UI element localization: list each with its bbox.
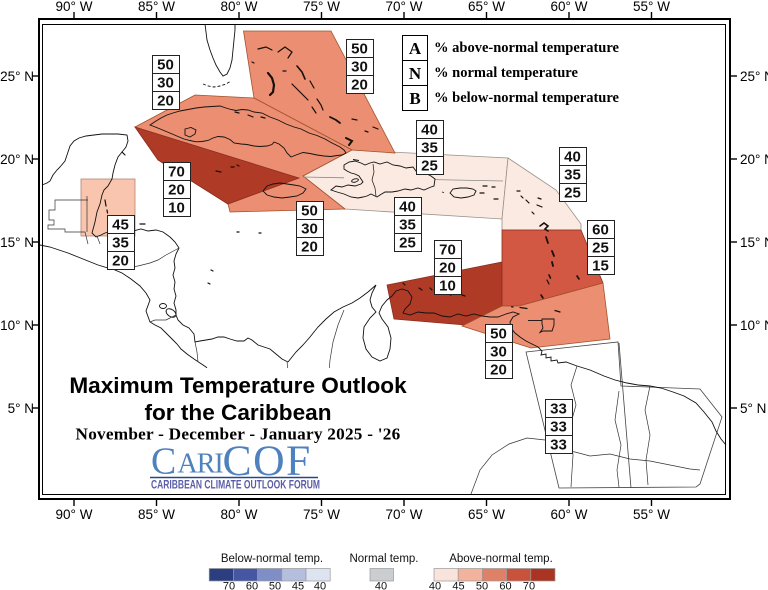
svg-text:20: 20 (157, 93, 174, 110)
svg-text:Below-normal temp.: Below-normal temp. (221, 553, 323, 565)
svg-text:25° N: 25° N (740, 69, 768, 84)
svg-text:B: B (409, 89, 420, 108)
svg-text:70: 70 (523, 581, 535, 590)
svg-text:40: 40 (314, 581, 326, 590)
svg-text:45: 45 (292, 581, 304, 590)
svg-text:35: 35 (564, 167, 581, 184)
svg-text:35: 35 (112, 235, 129, 252)
svg-text:40: 40 (399, 199, 416, 216)
svg-text:Above-normal temp.: Above-normal temp. (449, 553, 553, 565)
svg-text:45: 45 (452, 581, 464, 590)
svg-text:25: 25 (399, 235, 416, 252)
svg-text:65° W: 65° W (468, 507, 505, 522)
svg-text:35: 35 (421, 140, 438, 157)
svg-text:40: 40 (564, 149, 581, 166)
svg-text:20° N: 20° N (740, 152, 768, 167)
svg-text:20° N: 20° N (0, 152, 34, 167)
svg-text:80° W: 80° W (221, 0, 258, 14)
svg-text:55° W: 55° W (633, 507, 670, 522)
svg-text:50: 50 (269, 581, 281, 590)
svg-text:75° W: 75° W (303, 507, 340, 522)
svg-text:80° W: 80° W (221, 507, 258, 522)
svg-text:33: 33 (550, 419, 567, 436)
svg-text:70: 70 (439, 242, 456, 259)
svg-text:for the Caribbean: for the Caribbean (144, 400, 331, 425)
svg-text:5° N: 5° N (8, 401, 34, 416)
svg-text:40: 40 (375, 581, 387, 590)
svg-text:40: 40 (421, 122, 438, 139)
svg-text:90° W: 90° W (56, 0, 93, 14)
svg-text:65° W: 65° W (468, 0, 505, 14)
svg-text:% above-normal temperature: % above-normal temperature (434, 40, 620, 56)
svg-text:50: 50 (490, 326, 507, 343)
svg-text:10° N: 10° N (740, 318, 768, 333)
svg-text:November - December - January: November - December - January 2025 - '26 (76, 425, 401, 444)
svg-text:45: 45 (112, 217, 129, 234)
svg-text:30: 30 (351, 59, 368, 76)
svg-text:50: 50 (157, 57, 174, 74)
svg-text:10° N: 10° N (0, 318, 34, 333)
svg-text:33: 33 (550, 437, 567, 454)
svg-text:15: 15 (592, 258, 609, 275)
svg-text:85° W: 85° W (138, 507, 175, 522)
svg-text:50: 50 (301, 203, 318, 220)
svg-text:A: A (409, 39, 422, 58)
svg-text:55° W: 55° W (633, 0, 670, 14)
svg-text:60° W: 60° W (551, 0, 588, 14)
svg-text:75° W: 75° W (303, 0, 340, 14)
svg-text:10: 10 (439, 278, 456, 295)
svg-text:50: 50 (476, 581, 488, 590)
svg-text:50: 50 (351, 41, 368, 58)
svg-text:25° N: 25° N (0, 69, 34, 84)
svg-text:60: 60 (246, 581, 258, 590)
svg-text:70° W: 70° W (386, 0, 423, 14)
svg-text:15° N: 15° N (0, 235, 34, 250)
svg-text:70° W: 70° W (386, 507, 423, 522)
svg-text:70: 70 (168, 164, 185, 181)
svg-text:Normal temp.: Normal temp. (349, 553, 418, 565)
svg-text:ARI: ARI (178, 448, 224, 479)
svg-text:60: 60 (499, 581, 511, 590)
svg-text:25: 25 (564, 185, 581, 202)
svg-text:40: 40 (429, 581, 441, 590)
svg-text:60: 60 (592, 222, 609, 239)
svg-text:Maximum Temperature Outlook: Maximum Temperature Outlook (69, 373, 407, 398)
svg-text:10: 10 (168, 200, 185, 217)
svg-text:20: 20 (351, 77, 368, 94)
svg-text:60° W: 60° W (551, 507, 588, 522)
svg-text:20: 20 (490, 362, 507, 379)
svg-text:15° N: 15° N (740, 235, 768, 250)
svg-text:C: C (151, 441, 176, 483)
svg-text:30: 30 (157, 75, 174, 92)
svg-text:20: 20 (168, 182, 185, 199)
svg-text:N: N (409, 64, 422, 83)
svg-text:% below-normal temperature: % below-normal temperature (434, 90, 620, 106)
svg-text:85° W: 85° W (138, 0, 175, 14)
svg-text:5° N: 5° N (740, 401, 766, 416)
svg-text:20: 20 (112, 253, 129, 270)
svg-text:20: 20 (301, 239, 318, 256)
svg-text:33: 33 (550, 401, 567, 418)
svg-text:30: 30 (490, 344, 507, 361)
svg-text:30: 30 (301, 221, 318, 238)
svg-text:% normal temperature: % normal temperature (434, 65, 578, 81)
svg-text:35: 35 (399, 217, 416, 234)
svg-text:90° W: 90° W (56, 507, 93, 522)
svg-text:25: 25 (592, 240, 609, 257)
svg-text:20: 20 (439, 260, 456, 277)
svg-text:70: 70 (223, 581, 235, 590)
svg-text:25: 25 (421, 158, 438, 175)
svg-text:CARIBBEAN CLIMATE OUTLOOK FORU: CARIBBEAN CLIMATE OUTLOOK FORUM (151, 479, 320, 492)
